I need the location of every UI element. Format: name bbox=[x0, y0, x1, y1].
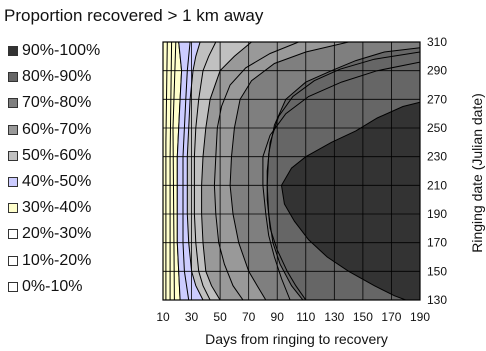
y-tick-label-8: 290 bbox=[427, 64, 447, 78]
y-tick-label-3: 190 bbox=[427, 207, 447, 221]
legend-item-7: 20%-30% bbox=[8, 221, 100, 247]
legend-swatch-6 bbox=[8, 203, 18, 214]
legend-swatch-3 bbox=[8, 124, 18, 135]
y-tick-label-5: 230 bbox=[427, 150, 447, 164]
plot-border bbox=[162, 41, 421, 301]
legend-label-4: 50%-60% bbox=[22, 146, 92, 164]
y-tick-label-0: 130 bbox=[427, 293, 447, 307]
legend-label-1: 80%-90% bbox=[22, 68, 92, 86]
legend-swatch-7 bbox=[8, 229, 18, 240]
legend-label-9: 0%-10% bbox=[22, 277, 83, 295]
x-tick-label-4: 90 bbox=[271, 310, 285, 324]
legend-swatch-5 bbox=[8, 177, 18, 188]
legend: 90%-100% 80%-90% 70%-80% 60%-70% 50%-60% 40%-… bbox=[8, 38, 100, 300]
legend-item-9: 0%-10% bbox=[8, 274, 100, 300]
legend-item-5: 40%-50% bbox=[8, 169, 100, 195]
y-tick-label-6: 250 bbox=[427, 121, 447, 135]
x-tick-label-1: 30 bbox=[185, 310, 199, 324]
x-tick-label-0: 10 bbox=[156, 310, 170, 324]
x-tick-label-3: 70 bbox=[242, 310, 256, 324]
legend-item-3: 60%-70% bbox=[8, 117, 100, 143]
legend-label-0: 90%-100% bbox=[22, 42, 101, 60]
legend-item-8: 10%-20% bbox=[8, 248, 100, 274]
legend-swatch-9 bbox=[8, 281, 18, 292]
legend-item-1: 80%-90% bbox=[8, 64, 100, 90]
legend-label-2: 70%-80% bbox=[22, 94, 92, 112]
chart-title: Proportion recovered > 1 km away bbox=[4, 6, 264, 25]
x-tick-label-2: 50 bbox=[213, 310, 227, 324]
y-tick-label-2: 170 bbox=[427, 236, 447, 250]
legend-label-3: 60%-70% bbox=[22, 120, 92, 138]
legend-label-5: 40%-50% bbox=[22, 173, 92, 191]
x-tick-label-5: 110 bbox=[296, 310, 315, 324]
legend-label-6: 30%-40% bbox=[22, 199, 92, 217]
x-tick-label-9: 190 bbox=[410, 310, 430, 324]
legend-swatch-8 bbox=[8, 255, 18, 266]
contour-line-3 bbox=[182, 42, 191, 300]
y-tick-label-4: 210 bbox=[427, 178, 447, 192]
legend-swatch-2 bbox=[8, 98, 18, 109]
x-tick-label-7: 150 bbox=[353, 310, 373, 324]
legend-item-2: 70%-80% bbox=[8, 90, 100, 116]
contour-band-6 bbox=[280, 101, 420, 300]
y-axis-label: Ringing date (Julian date) bbox=[469, 93, 485, 253]
legend-item-4: 50%-60% bbox=[8, 143, 100, 169]
legend-item-0: 90%-100% bbox=[8, 38, 100, 64]
legend-label-8: 10%-20% bbox=[22, 251, 92, 269]
legend-swatch-4 bbox=[8, 150, 18, 161]
x-tick-label-6: 130 bbox=[324, 310, 344, 324]
y-tick-label-1: 150 bbox=[427, 264, 447, 278]
contour-line-4 bbox=[193, 42, 217, 300]
y-tick-label-9: 310 bbox=[427, 35, 447, 49]
legend-item-6: 30%-40% bbox=[8, 195, 100, 221]
x-tick-label-8: 170 bbox=[381, 310, 401, 324]
y-tick-label-7: 270 bbox=[427, 92, 447, 106]
legend-swatch-0 bbox=[8, 46, 18, 57]
contour-line-0 bbox=[165, 42, 168, 300]
x-axis-label: Days from ringing to recovery bbox=[205, 331, 388, 347]
legend-swatch-1 bbox=[8, 72, 18, 83]
legend-label-7: 20%-30% bbox=[22, 225, 92, 243]
